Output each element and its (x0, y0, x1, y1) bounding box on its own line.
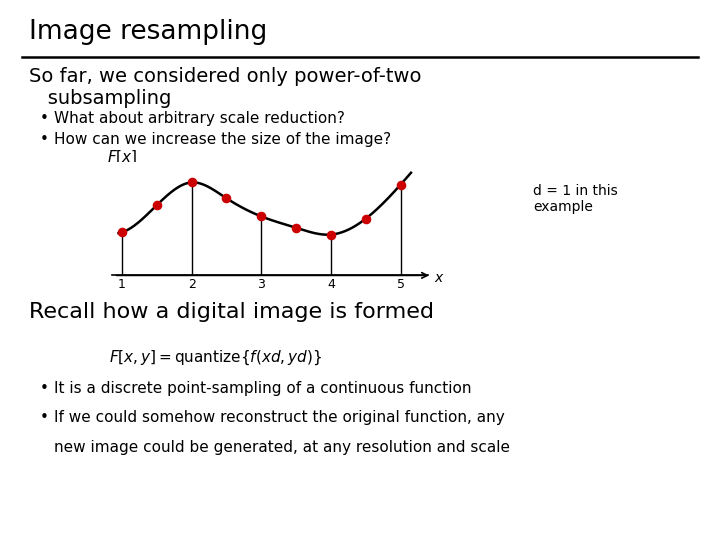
Point (325, 230, 337, 239)
Text: new image could be generated, at any resolution and scale: new image could be generated, at any res… (54, 440, 510, 455)
Text: $x$: $x$ (434, 271, 445, 285)
Text: Image resampling: Image resampling (29, 19, 267, 45)
Text: •: • (40, 111, 48, 126)
Point (360, 214, 372, 223)
Point (221, 194, 233, 202)
Text: What about arbitrary scale reduction?: What about arbitrary scale reduction? (54, 111, 345, 126)
Text: So far, we considered only power-of-two: So far, we considered only power-of-two (29, 68, 421, 86)
Text: •: • (40, 381, 48, 396)
Point (290, 224, 302, 232)
Text: •: • (40, 410, 48, 426)
Point (395, 180, 406, 189)
Text: Recall how a digital image is formed: Recall how a digital image is formed (29, 302, 433, 322)
Point (186, 178, 197, 187)
Text: •: • (40, 132, 48, 147)
Point (151, 201, 163, 210)
Text: subsampling: subsampling (29, 89, 171, 108)
Text: $F[x]$: $F[x]$ (107, 148, 137, 166)
Text: If we could somehow reconstruct the original function, any: If we could somehow reconstruct the orig… (54, 410, 505, 426)
Text: $F[x, y] = \mathrm{quantize}\{f(xd, yd)\}$: $F[x, y] = \mathrm{quantize}\{f(xd, yd)\… (109, 348, 323, 367)
Text: d = 1 in this
example: d = 1 in this example (533, 184, 618, 214)
Text: It is a discrete point-sampling of a continuous function: It is a discrete point-sampling of a con… (54, 381, 472, 396)
Point (256, 212, 267, 221)
Point (117, 228, 128, 237)
Text: How can we increase the size of the image?: How can we increase the size of the imag… (54, 132, 391, 147)
